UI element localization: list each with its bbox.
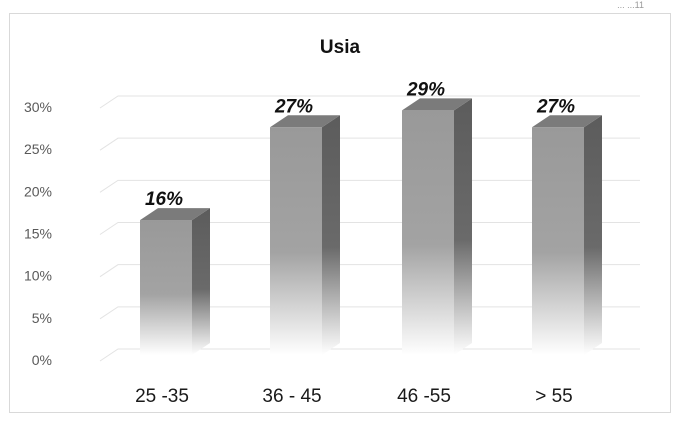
bar-front (270, 127, 322, 355)
chart-title: Usia (320, 37, 361, 58)
bars (140, 98, 602, 355)
bar-top (402, 98, 472, 111)
y-tick-label: 30% (24, 99, 52, 115)
bar-side (454, 98, 472, 355)
bar-top (270, 115, 340, 128)
bar (402, 98, 472, 355)
x-tick-label: 25 -35 (135, 386, 189, 407)
data-labels: 16% 27% 29% 27% (145, 79, 575, 210)
y-tick-label: 15% (24, 226, 52, 242)
gridline (99, 348, 640, 362)
bar-front (402, 110, 454, 355)
data-label: 16% (145, 189, 183, 210)
y-tick-label: 5% (32, 310, 52, 326)
data-label: 27% (536, 96, 575, 117)
corner-mark: ... ...11 (617, 0, 644, 10)
x-tick-label: > 55 (535, 386, 573, 407)
bar (270, 115, 340, 355)
bar (140, 208, 210, 355)
bar-side (192, 208, 210, 355)
y-tick-label: 20% (24, 183, 52, 199)
gridline (99, 95, 640, 109)
x-tick-label: 36 - 45 (262, 386, 321, 407)
data-label: 27% (274, 96, 313, 117)
x-tick-label: 46 -55 (397, 386, 451, 407)
x-axis-labels: 25 -35 36 - 45 46 -55 > 55 (135, 386, 573, 407)
data-label: 29% (406, 79, 445, 100)
y-tick-label: 25% (24, 141, 52, 157)
bar-front (532, 127, 584, 355)
bar (532, 115, 602, 355)
bar-side (322, 115, 340, 355)
y-axis-ticks: 0% 5% 10% 15% 20% 25% 30% (24, 99, 52, 368)
y-tick-label: 10% (24, 268, 52, 284)
y-tick-label: 0% (32, 352, 52, 368)
bar-top (140, 208, 210, 221)
bar-front (140, 220, 192, 355)
bar-top (532, 115, 602, 128)
bar-side (584, 115, 602, 355)
